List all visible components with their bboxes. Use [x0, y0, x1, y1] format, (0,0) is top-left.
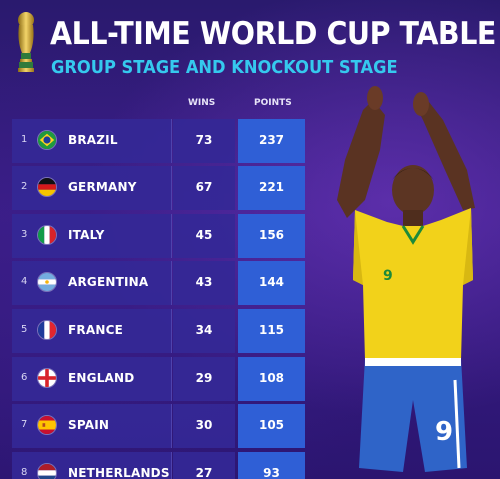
wins-value: 45	[195, 228, 213, 242]
points-value: 237	[258, 133, 285, 147]
wins-value: 73	[195, 133, 213, 147]
points-value: 115	[258, 323, 285, 337]
team-cell: 1 BRAZIL	[12, 119, 172, 163]
world-cup-trophy-icon	[18, 12, 34, 72]
points-value: 221	[258, 180, 285, 194]
rank-label: 5	[21, 324, 28, 335]
country-name: FRANCE	[68, 323, 123, 337]
table-row: 6 ENGLAND 29 108	[12, 357, 305, 401]
rank-label: 8	[21, 467, 28, 478]
points-column-header: POINTS	[254, 98, 292, 108]
team-cell: 7 SPAIN	[12, 404, 172, 448]
rank-label: 2	[21, 181, 28, 192]
wins-cell: 67	[173, 166, 235, 210]
wins-value: 67	[195, 180, 213, 194]
france-flag-icon	[37, 320, 57, 340]
rank-label: 3	[21, 229, 28, 240]
country-name: BRAZIL	[68, 133, 118, 147]
points-cell: 108	[238, 357, 305, 401]
wins-cell: 73	[173, 119, 235, 163]
netherlands-flag-icon	[37, 463, 57, 479]
table-row: 4 ARGENTINA 43 144	[12, 261, 305, 305]
country-name: NETHERLANDS	[68, 466, 170, 479]
argentina-flag-icon	[37, 272, 57, 292]
country-name: ITALY	[68, 228, 105, 242]
points-value: 156	[258, 228, 285, 242]
table-row: 3 ITALY 45 156	[12, 214, 305, 258]
country-name: GERMANY	[68, 180, 137, 194]
team-cell: 6 ENGLAND	[12, 357, 172, 401]
brazil-flag-icon	[37, 130, 57, 150]
table-row: 8 NETHERLANDS 27 93	[12, 452, 305, 479]
wins-value: 29	[195, 371, 213, 385]
rank-label: 1	[21, 134, 28, 145]
team-cell: 3 ITALY	[12, 214, 172, 258]
team-cell: 4 ARGENTINA	[12, 261, 172, 305]
points-cell: 156	[238, 214, 305, 258]
rank-label: 6	[21, 372, 28, 383]
country-name: ARGENTINA	[68, 275, 149, 289]
points-value: 93	[263, 466, 280, 479]
wins-cell: 30	[173, 404, 235, 448]
table-row: 7 SPAIN 30 105	[12, 404, 305, 448]
spain-flag-icon	[37, 415, 57, 435]
wins-value: 43	[195, 275, 213, 289]
page-subtitle: GROUP STAGE AND KNOCKOUT STAGE	[51, 58, 398, 78]
italy-flag-icon	[37, 225, 57, 245]
table-row: 1 BRAZIL 73 237	[12, 119, 305, 163]
wins-cell: 27	[173, 452, 235, 479]
points-value: 105	[258, 418, 285, 432]
rank-label: 4	[21, 276, 28, 287]
points-cell: 105	[238, 404, 305, 448]
page-title: ALL-TIME WORLD CUP TABLE	[50, 16, 496, 52]
wins-cell: 29	[173, 357, 235, 401]
germany-flag-icon	[37, 177, 57, 197]
country-name: ENGLAND	[68, 371, 135, 385]
points-value: 108	[258, 371, 285, 385]
points-value: 144	[258, 275, 285, 289]
wins-column-header: WINS	[188, 98, 216, 108]
table-row: 5 FRANCE 34 115	[12, 309, 305, 353]
shirt-number: 9	[435, 417, 453, 447]
points-cell: 237	[238, 119, 305, 163]
wins-cell: 45	[173, 214, 235, 258]
points-cell: 221	[238, 166, 305, 210]
wins-value: 27	[195, 466, 213, 479]
points-cell: 144	[238, 261, 305, 305]
rank-label: 7	[21, 419, 28, 430]
team-cell: 8 NETHERLANDS	[12, 452, 172, 479]
points-cell: 93	[238, 452, 305, 479]
svg-text:9: 9	[383, 268, 393, 284]
team-cell: 5 FRANCE	[12, 309, 172, 353]
wins-cell: 34	[173, 309, 235, 353]
team-cell: 2 GERMANY	[12, 166, 172, 210]
table-row: 2 GERMANY 67 221	[12, 166, 305, 210]
player-photo: 9 9	[337, 86, 475, 472]
wins-value: 30	[195, 418, 213, 432]
england-flag-icon	[37, 368, 57, 388]
country-name: SPAIN	[68, 418, 110, 432]
wins-cell: 43	[173, 261, 235, 305]
wins-value: 34	[195, 323, 213, 337]
points-cell: 115	[238, 309, 305, 353]
